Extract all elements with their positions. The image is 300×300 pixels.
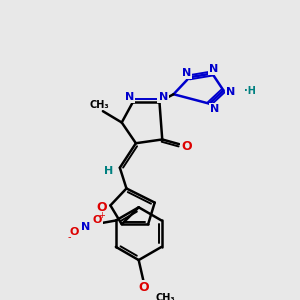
Text: N: N xyxy=(81,222,90,232)
Text: O: O xyxy=(70,227,79,237)
Text: H: H xyxy=(104,167,113,176)
Text: +: + xyxy=(98,211,105,220)
Text: N: N xyxy=(209,64,219,74)
Text: O: O xyxy=(138,281,149,294)
Text: N: N xyxy=(210,104,220,114)
Text: N: N xyxy=(124,92,134,102)
Text: ·H: ·H xyxy=(244,86,256,96)
Text: O: O xyxy=(182,140,192,153)
Text: N: N xyxy=(159,92,168,102)
Text: -: - xyxy=(68,232,71,242)
Text: O: O xyxy=(97,201,107,214)
Text: CH₃: CH₃ xyxy=(89,100,109,110)
Text: CH₃: CH₃ xyxy=(155,293,175,300)
Text: N: N xyxy=(226,87,236,97)
Text: O: O xyxy=(92,215,102,226)
Text: N: N xyxy=(182,68,191,78)
